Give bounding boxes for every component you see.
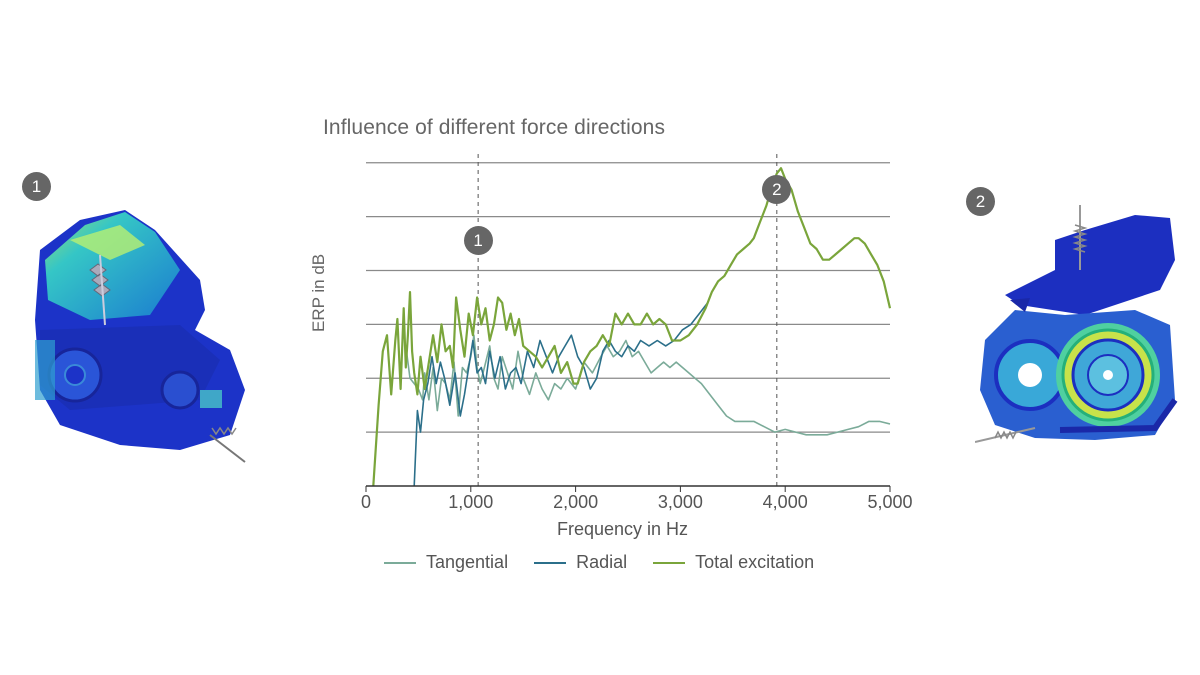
series-line-total-excitation	[372, 167, 892, 487]
y-axis-label: ERP in dB	[309, 253, 328, 332]
legend-swatch	[534, 561, 567, 564]
gearbox-model-left-illustration	[35, 210, 246, 463]
chart-marker-1: 1	[463, 226, 493, 256]
legend: Tangential Radial Total excitation	[384, 552, 840, 573]
x-tick-label: 1,000	[448, 492, 493, 512]
gearbox-model-right-illustration	[975, 205, 1178, 443]
chart-marker-2: 2	[762, 175, 792, 205]
x-tick-label: 3,000	[658, 492, 703, 512]
x-tick-label: 4,000	[763, 492, 808, 512]
legend-label: Radial	[576, 552, 628, 572]
legend-swatch	[653, 561, 686, 564]
legend-item-total-excitation: Total excitation	[653, 552, 814, 573]
legend-label: Tangential	[426, 552, 509, 572]
series-line-radial	[413, 291, 713, 487]
x-tick-labels: 0 1,000 2,000 3,000 4,000 5,000	[361, 492, 913, 512]
x-tick-label: 5,000	[867, 492, 912, 512]
marker-badge-2: 2	[966, 187, 995, 216]
legend-label: Total excitation	[695, 552, 815, 572]
x-tick-label: 2,000	[553, 492, 598, 512]
marker-badge-1: 1	[22, 172, 51, 201]
x-axis-label: Frequency in Hz	[557, 519, 689, 539]
series-lines	[372, 167, 892, 487]
reference-lines	[477, 152, 778, 486]
chart-title: Influence of different force directions	[323, 116, 666, 139]
legend-item-tangential: Tangential	[384, 552, 508, 573]
gridlines	[366, 162, 890, 433]
legend-item-radial: Radial	[534, 552, 627, 573]
x-tick-label: 0	[361, 492, 371, 512]
axes	[365, 485, 891, 492]
legend-swatch	[384, 561, 416, 564]
